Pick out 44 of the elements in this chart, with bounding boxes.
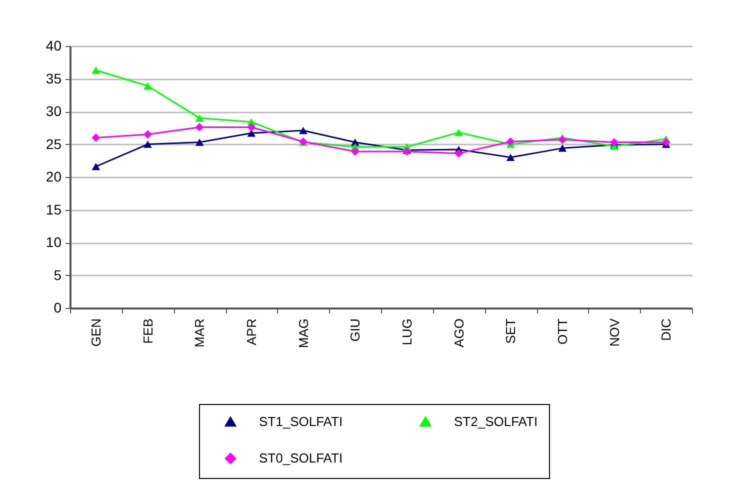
point [454, 149, 463, 158]
y-tick-label: 10 [46, 234, 62, 250]
legend-label: ST1_SOLFATI [259, 414, 343, 429]
point [144, 130, 152, 139]
point [350, 147, 360, 156]
point [144, 82, 152, 90]
y-tick-label: 5 [54, 266, 62, 283]
x-tick-label: AGO [451, 318, 466, 348]
point [506, 154, 515, 161]
point [195, 123, 204, 132]
y-tick-label: 0 [54, 300, 62, 316]
legend-label: ST0_SOLFATI [259, 450, 343, 466]
y-tick-label: 15 [46, 201, 62, 218]
y-tick-label: 20 [46, 168, 62, 184]
x-tick-label: DIC [658, 318, 674, 341]
point [299, 126, 308, 134]
point [506, 137, 515, 146]
point [454, 128, 463, 136]
y-tick-label: 30 [46, 103, 62, 119]
x-tick-label: MAG [296, 318, 311, 348]
point [144, 140, 152, 148]
point [92, 162, 100, 170]
x-tick-label: NOV [606, 318, 622, 347]
x-tick-label: GEN [88, 318, 104, 347]
point [195, 114, 204, 122]
point [558, 144, 567, 152]
legend-label: ST2_SOLFATI [454, 414, 538, 429]
point [610, 138, 618, 146]
x-tick-label: LUG [399, 318, 414, 346]
x-tick-label: SET [503, 318, 518, 344]
y-tick-label: 25 [46, 136, 62, 152]
point [92, 134, 100, 142]
x-tick-label: MAR [192, 318, 208, 348]
x-tick-label: APR [244, 318, 259, 346]
x-tick-label: OTT [554, 318, 570, 344]
point [662, 138, 670, 146]
point [92, 66, 100, 74]
y-tick-label: 35 [46, 70, 62, 86]
x-tick-label: GIU [348, 318, 363, 342]
point [558, 135, 567, 144]
x-tick-label: FEB [140, 318, 156, 344]
point [247, 123, 256, 132]
point [195, 138, 204, 146]
y-tick-label: 40 [46, 38, 62, 54]
